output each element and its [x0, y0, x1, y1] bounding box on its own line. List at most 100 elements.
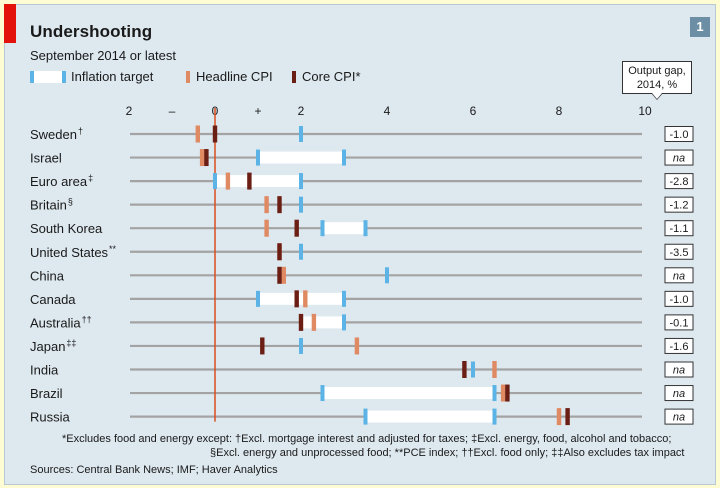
x-tick-label: 4 — [384, 104, 391, 118]
x-tick-label: 8 — [556, 104, 563, 118]
output-gap-value: -3.5 — [670, 247, 689, 259]
output-gap-value: na — [673, 388, 685, 400]
footnote-line-1: *Excludes food and energy except: †Excl.… — [62, 433, 672, 445]
chart-title: Undershooting — [30, 22, 153, 41]
output-gap-value: -1.1 — [670, 223, 689, 235]
headline-cpi-mark — [303, 290, 308, 308]
country-label: Japan‡‡ — [30, 338, 76, 354]
output-gap-box — [664, 126, 694, 142]
core-cpi-mark — [260, 337, 265, 355]
output-gap-value: -1.2 — [670, 200, 689, 212]
output-gap-box — [664, 173, 694, 190]
country-label: Brazil — [30, 386, 63, 401]
target-range-bar — [258, 151, 344, 164]
headline-cpi-mark — [500, 384, 506, 402]
chart-subtitle: September 2014 or latest — [30, 48, 176, 63]
legend-swatch-core — [292, 71, 296, 83]
target-range-high-mark — [492, 408, 497, 425]
x-tick-label: 6 — [470, 104, 477, 118]
country-label: Canada — [30, 292, 76, 307]
output-gap-value: na — [673, 270, 685, 282]
target-range-bar — [215, 175, 301, 188]
output-gap-box — [664, 408, 694, 425]
core-cpi-mark — [277, 266, 282, 284]
output-gap-box — [664, 290, 694, 307]
headline-cpi-mark — [281, 266, 286, 284]
country-label: Sweden† — [30, 126, 83, 142]
core-cpi-mark — [298, 313, 304, 331]
core-cpi-mark — [565, 408, 570, 426]
country-label: South Korea — [30, 221, 103, 236]
headline-cpi-mark — [354, 337, 360, 355]
target-point-mark — [471, 361, 475, 378]
output-gap-value: na — [673, 365, 685, 377]
country-label: Australia†† — [30, 314, 92, 330]
legend-label-headline: Headline CPI — [196, 69, 273, 84]
target-range-low-mark — [256, 290, 260, 307]
output-gap-value: -1.6 — [670, 341, 689, 353]
x-tick-label: – — [169, 104, 176, 118]
legend-swatch-target — [30, 71, 66, 83]
target-point-mark — [299, 126, 303, 142]
core-cpi-mark — [277, 196, 282, 214]
headline-cpi-mark — [195, 125, 200, 143]
headline-cpi-mark — [264, 219, 269, 237]
output-gap-box — [664, 149, 694, 166]
output-gap-box — [664, 196, 694, 213]
output-gap-box — [664, 361, 694, 378]
country-label: United States** — [30, 244, 117, 260]
output-gap-box — [664, 314, 694, 331]
output-gap-box — [664, 337, 694, 354]
output-gap-box — [664, 385, 694, 402]
country-label: Russia — [30, 410, 71, 425]
output-gap-header-line2: 2014, % — [636, 79, 678, 91]
headline-cpi-mark — [199, 149, 205, 167]
target-range-low-mark — [256, 149, 260, 166]
core-cpi-mark — [247, 172, 252, 190]
core-cpi-mark — [462, 361, 467, 378]
country-label: Euro area‡ — [30, 173, 93, 189]
footnote-line-2: §Excl. energy and unprocessed food; **PC… — [210, 447, 685, 459]
target-range-low-mark — [213, 173, 217, 190]
output-gap-box — [664, 243, 694, 260]
output-gap-value: -0.1 — [670, 317, 689, 329]
headline-cpi-mark — [492, 361, 497, 378]
country-label: China — [30, 268, 65, 283]
target-range-high-mark — [299, 173, 303, 190]
output-gap-value: na — [673, 153, 685, 165]
x-tick-label: 2 — [126, 104, 133, 118]
output-gap-box — [664, 220, 694, 237]
headline-cpi-mark — [225, 172, 231, 190]
target-range-bar — [365, 410, 495, 423]
core-cpi-mark — [294, 219, 299, 237]
output-gap-value: -1.0 — [670, 294, 689, 306]
target-range-bar — [301, 316, 344, 329]
output-gap-header: Output gap, 2014, % — [622, 61, 692, 94]
output-gap-box — [664, 267, 694, 284]
core-cpi-mark — [294, 290, 299, 308]
x-tick-label: 10 — [638, 104, 652, 118]
target-range-low-mark — [320, 220, 325, 237]
target-range-high-mark — [342, 149, 346, 166]
core-cpi-mark — [277, 243, 282, 261]
output-gap-value: -2.8 — [670, 176, 689, 188]
target-range-high-mark — [363, 220, 368, 237]
target-range-low-mark — [320, 385, 325, 402]
x-tick-label: 2 — [298, 104, 305, 118]
core-cpi-mark — [212, 125, 218, 143]
source-note: Sources: Central Bank News; IMF; Haver A… — [30, 464, 278, 476]
target-range-high-mark — [492, 385, 497, 402]
red-accent-bar — [4, 4, 16, 43]
output-gap-header-line1: Output gap, — [628, 65, 686, 77]
core-cpi-mark — [204, 149, 209, 167]
country-label: India — [30, 363, 59, 378]
target-point-mark — [299, 196, 303, 213]
headline-cpi-mark — [264, 196, 269, 214]
target-point-mark — [299, 337, 303, 354]
target-range-high-mark — [342, 290, 346, 307]
core-cpi-mark — [505, 384, 510, 402]
legend-label-core: Core CPI* — [302, 69, 361, 84]
target-range-high-mark — [342, 314, 346, 331]
target-point-mark — [299, 243, 303, 260]
